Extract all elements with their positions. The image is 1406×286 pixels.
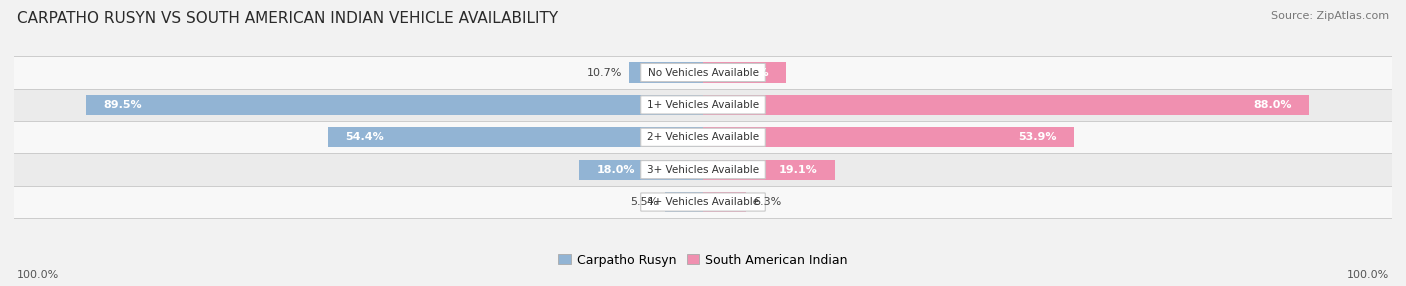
Text: 12.1%: 12.1% — [731, 67, 769, 78]
Bar — [703, 160, 835, 180]
Text: 88.0%: 88.0% — [1254, 100, 1292, 110]
Text: 100.0%: 100.0% — [17, 270, 59, 280]
Bar — [665, 192, 703, 212]
Text: 2+ Vehicles Available: 2+ Vehicles Available — [647, 132, 759, 142]
Text: 18.0%: 18.0% — [596, 165, 634, 175]
Bar — [86, 95, 703, 115]
FancyBboxPatch shape — [641, 193, 765, 211]
Bar — [14, 186, 1392, 218]
Text: 5.5%: 5.5% — [630, 197, 658, 207]
Text: 19.1%: 19.1% — [779, 165, 817, 175]
Text: 3+ Vehicles Available: 3+ Vehicles Available — [647, 165, 759, 175]
Bar — [703, 192, 747, 212]
Bar — [579, 160, 703, 180]
Text: Source: ZipAtlas.com: Source: ZipAtlas.com — [1271, 11, 1389, 21]
Bar — [328, 127, 703, 147]
FancyBboxPatch shape — [641, 161, 765, 179]
Text: 1+ Vehicles Available: 1+ Vehicles Available — [647, 100, 759, 110]
Text: No Vehicles Available: No Vehicles Available — [648, 67, 758, 78]
Bar — [14, 121, 1392, 154]
Bar — [703, 62, 786, 83]
Text: 10.7%: 10.7% — [588, 67, 623, 78]
FancyBboxPatch shape — [641, 96, 765, 114]
Text: 54.4%: 54.4% — [346, 132, 384, 142]
Text: 89.5%: 89.5% — [104, 100, 142, 110]
Bar — [14, 154, 1392, 186]
Bar — [630, 62, 703, 83]
FancyBboxPatch shape — [641, 63, 765, 82]
Legend: Carpatho Rusyn, South American Indian: Carpatho Rusyn, South American Indian — [553, 249, 853, 272]
Text: 4+ Vehicles Available: 4+ Vehicles Available — [647, 197, 759, 207]
Bar — [703, 127, 1074, 147]
Bar — [703, 95, 1309, 115]
Text: 6.3%: 6.3% — [754, 197, 782, 207]
Text: 53.9%: 53.9% — [1018, 132, 1057, 142]
Text: CARPATHO RUSYN VS SOUTH AMERICAN INDIAN VEHICLE AVAILABILITY: CARPATHO RUSYN VS SOUTH AMERICAN INDIAN … — [17, 11, 558, 26]
Bar — [14, 89, 1392, 121]
Text: 100.0%: 100.0% — [1347, 270, 1389, 280]
Bar — [14, 56, 1392, 89]
FancyBboxPatch shape — [641, 128, 765, 146]
